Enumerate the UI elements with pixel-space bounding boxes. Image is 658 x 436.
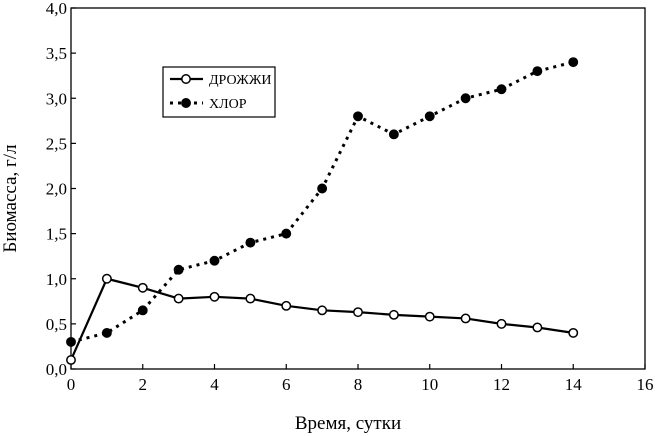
data-point-series-1 <box>460 313 471 324</box>
y-tick-label: 0,0 <box>46 360 67 379</box>
y-tick-label: 3,0 <box>46 89 67 108</box>
x-tick-label: 4 <box>210 375 219 394</box>
data-point-series-1 <box>209 291 220 302</box>
data-point-series-2 <box>245 237 256 248</box>
data-point-series-2 <box>424 111 435 122</box>
x-tick-label: 6 <box>282 375 291 394</box>
data-point-series-2 <box>532 66 543 77</box>
data-point-series-2 <box>137 305 148 316</box>
data-point-series-1 <box>568 327 579 338</box>
data-point-series-2 <box>460 93 471 104</box>
x-tick-label: 10 <box>421 375 438 394</box>
legend: ДРОЖЖИ ХЛОР <box>162 66 276 118</box>
data-point-series-2 <box>173 264 184 275</box>
data-point-series-1 <box>66 355 76 365</box>
data-point-series-1 <box>424 311 435 322</box>
data-point-series-2 <box>317 183 328 194</box>
data-point-series-1 <box>173 293 184 304</box>
data-point-series-1 <box>353 307 363 318</box>
legend-label: ДРОЖЖИ <box>209 73 271 88</box>
y-tick-label: 1,5 <box>46 225 67 244</box>
y-tick-label: 0,5 <box>46 315 67 334</box>
y-tick-label: 1,0 <box>46 270 67 289</box>
data-point-series-1 <box>317 305 328 316</box>
data-point-series-2 <box>388 129 399 140</box>
x-tick-label: 14 <box>565 375 583 394</box>
data-point-series-1 <box>281 300 292 311</box>
data-point-series-2 <box>101 327 112 338</box>
data-point-series-2 <box>209 255 220 266</box>
x-axis-ticks: 0 2 4 6 8 10 12 14 16 <box>67 364 654 394</box>
data-point-series-2 <box>281 228 292 239</box>
data-point-series-2 <box>496 84 507 95</box>
x-tick-label: 0 <box>67 375 76 394</box>
legend-label: ХЛОР <box>209 97 247 112</box>
y-tick-label: 2,5 <box>46 134 67 153</box>
series-layer <box>66 57 579 365</box>
data-point-series-1 <box>496 318 507 329</box>
series-line-2 <box>70 60 574 344</box>
data-point-series-2 <box>568 57 579 68</box>
data-point-series-1 <box>101 273 112 284</box>
data-point-series-1 <box>137 282 148 293</box>
legend-box <box>162 66 276 118</box>
y-tick-label: 2,0 <box>46 180 67 199</box>
x-tick-label: 2 <box>139 375 148 394</box>
x-axis-title: Время, сутки <box>295 413 401 434</box>
y-axis-title: Биомасса, г/л <box>0 144 21 253</box>
y-axis-ticks: 0,0 0,5 1,0 1,5 2,0 2,5 3,0 3,5 4,0 <box>46 0 76 379</box>
x-tick-label: 16 <box>637 375 654 394</box>
x-tick-label: 12 <box>493 375 510 394</box>
data-point-series-1 <box>532 322 543 333</box>
data-point-series-1 <box>245 293 256 304</box>
legend-marker <box>181 74 191 84</box>
data-point-series-1 <box>388 309 399 320</box>
x-tick-label: 8 <box>354 375 363 394</box>
y-tick-label: 3,5 <box>46 44 67 63</box>
y-tick-label: 4,0 <box>46 0 67 18</box>
data-point-series-2 <box>353 111 363 122</box>
data-point-series-2 <box>66 336 76 347</box>
legend-marker <box>181 98 191 108</box>
